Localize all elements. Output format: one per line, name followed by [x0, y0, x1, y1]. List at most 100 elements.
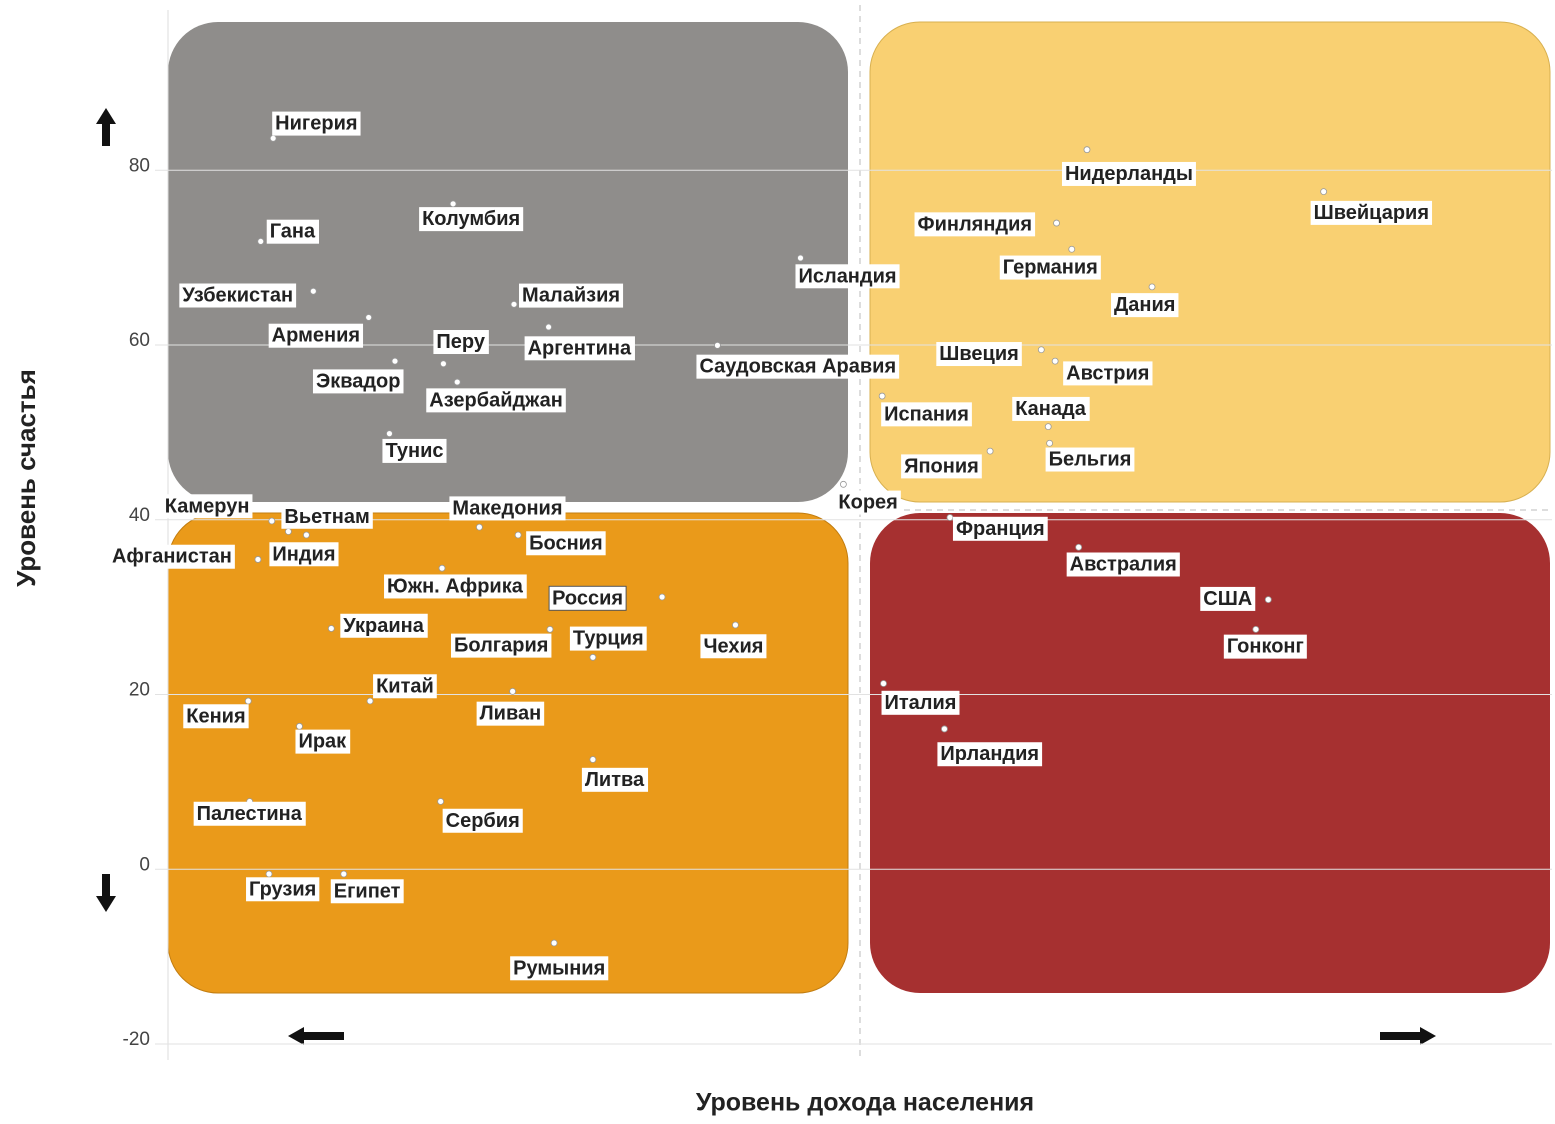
label-bg [268, 323, 364, 348]
label-bg [340, 613, 428, 638]
point [327, 625, 335, 632]
arrow [96, 108, 116, 146]
point-label: Германия [1003, 257, 1098, 279]
label-bg [881, 690, 960, 715]
point [1051, 357, 1059, 365]
label-bg [476, 701, 545, 726]
label-bg [161, 494, 253, 519]
point-label: Аргентина [528, 337, 632, 359]
point-label: Вьетнам [284, 506, 369, 528]
point-label: Россия [552, 587, 623, 609]
point-label: Япония [904, 455, 979, 477]
quadrant [168, 22, 848, 502]
point [437, 798, 445, 805]
label-bg [312, 369, 404, 394]
point [986, 447, 994, 455]
point [309, 287, 317, 295]
label-bg [901, 454, 982, 479]
label-bg [524, 336, 635, 361]
point-label: Литва [585, 769, 645, 791]
label-bg [835, 490, 901, 515]
point-label: Азербайджан [429, 389, 563, 411]
point-label: Финляндия [918, 213, 1033, 235]
point [1068, 245, 1076, 253]
point [880, 680, 887, 687]
label-bg [450, 633, 552, 658]
point-label: Ирак [298, 731, 347, 753]
point [714, 341, 721, 349]
label-bg [419, 207, 524, 232]
point [797, 254, 804, 262]
labels: Нигерия Гана Колумбия Узбекистан Малайзия Арм… [108, 111, 1433, 981]
point [658, 593, 666, 601]
label-bg [382, 438, 447, 463]
point [340, 870, 348, 878]
label-bg [330, 879, 404, 904]
point-label: Гана [270, 221, 316, 243]
label-bg [179, 283, 297, 308]
point-label: Южн. Африка [387, 575, 524, 597]
y-tick-label: 40 [129, 505, 150, 526]
y-tick-label: 80 [129, 155, 150, 176]
point-label: Македония [452, 497, 562, 519]
point-label: Украина [343, 615, 424, 637]
label-bg [373, 674, 437, 699]
label-bg [442, 808, 523, 833]
label-bg [881, 402, 972, 427]
label-bg [526, 531, 606, 556]
point-label: Бельгия [1049, 449, 1132, 471]
point [244, 697, 252, 705]
point [453, 378, 461, 386]
point-label: Австрия [1066, 362, 1149, 384]
label-bg [269, 542, 339, 567]
point-label: Ирландия [940, 743, 1039, 765]
point [366, 697, 374, 705]
point [1264, 596, 1272, 604]
label-bg [581, 767, 649, 792]
point-label: Гонконг [1227, 636, 1304, 658]
point-label: Саудовская Аравия [699, 356, 896, 378]
point [1037, 346, 1045, 354]
point [254, 556, 262, 563]
point [546, 625, 554, 633]
point [265, 870, 273, 878]
point [1083, 146, 1091, 154]
point-label: Босния [529, 532, 603, 554]
point-label: Чехия [703, 635, 763, 657]
arrow [288, 1027, 344, 1045]
point [1320, 188, 1328, 196]
point [510, 300, 518, 308]
point-label: Палестина [197, 803, 303, 825]
label-bg [1223, 634, 1307, 659]
label-bg [193, 801, 306, 826]
quadrant [870, 513, 1550, 993]
label-bg [914, 212, 1036, 237]
point-label: Канада [1015, 398, 1086, 420]
point-label: Нигерия [275, 113, 357, 135]
point-label: Тунис [385, 440, 443, 462]
point-label: Эквадор [316, 370, 401, 392]
label-bg [384, 574, 527, 599]
point [475, 523, 483, 531]
point [550, 939, 558, 947]
label-bg [999, 255, 1101, 280]
point-label: Перу [436, 331, 485, 353]
point [440, 360, 447, 368]
label-bg [519, 283, 624, 308]
label-bg [183, 704, 249, 729]
label-bg [281, 504, 373, 529]
label-bg [510, 956, 609, 981]
point-label: Грузия [249, 878, 316, 900]
point-label: Италия [885, 692, 957, 714]
point-label: Дания [1114, 294, 1175, 316]
point [1075, 543, 1083, 551]
y-tick-label: 20 [129, 680, 150, 701]
point-label: Испания [884, 403, 969, 425]
label-bg [696, 354, 900, 379]
point [839, 480, 847, 488]
point [545, 323, 552, 331]
point-label: Нидерланды [1065, 163, 1193, 185]
point [878, 392, 886, 400]
arrow [1380, 1027, 1436, 1045]
